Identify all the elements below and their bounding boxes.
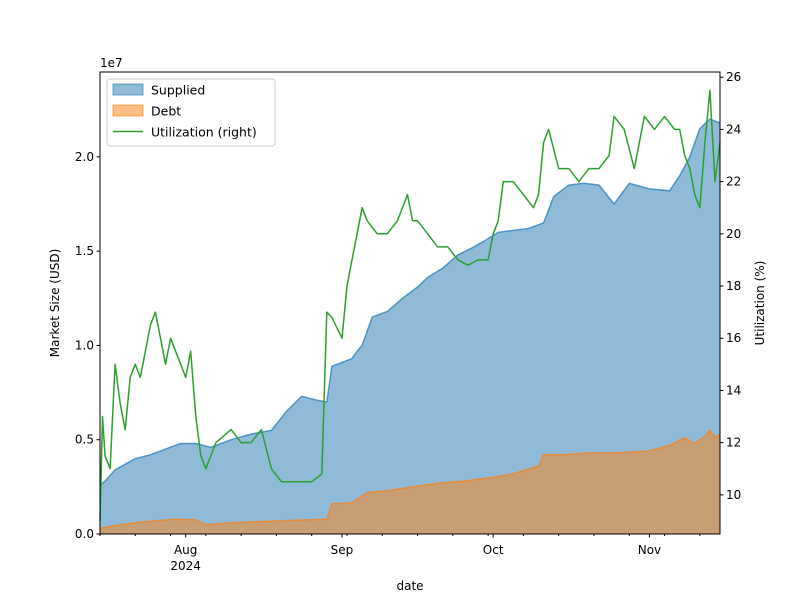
- area-supplied: [100, 119, 720, 534]
- y-tick-label: 1.0: [75, 338, 94, 352]
- legend-label-utilization: Utilization (right): [151, 125, 257, 140]
- area-debt: [100, 430, 720, 534]
- legend-swatch-debt: [112, 104, 144, 117]
- y-tick-label: 0.0: [75, 527, 94, 541]
- area-edge-debt: [99, 429, 721, 530]
- area-edge-supplied: [99, 118, 721, 486]
- x-tick-label: Aug: [174, 543, 197, 557]
- y-tick-label: 1.5: [75, 244, 94, 258]
- y2-tick-label: 24: [726, 122, 741, 136]
- legend-frame: [106, 78, 276, 147]
- y-tick-label: 2.0: [75, 150, 94, 164]
- y2-tick-label: 20: [726, 227, 741, 241]
- y-tick-label: 0.5: [75, 433, 94, 447]
- y2-tick-label: 10: [726, 488, 741, 502]
- x-tick-label: Oct: [483, 543, 504, 557]
- y2-tick-label: 26: [726, 70, 741, 84]
- legend-label-debt: Debt: [151, 104, 181, 119]
- y2-tick-label: 14: [726, 383, 741, 397]
- y-axis-offset-text: 1e7: [100, 56, 123, 70]
- utilization-line: [99, 89, 721, 521]
- legend-label-supplied: Supplied: [151, 83, 205, 98]
- y2-axis-label: Utilization (%): [753, 261, 767, 346]
- y2-tick-label: 18: [726, 279, 741, 293]
- x-tick-year-label: 2024: [170, 559, 201, 573]
- x-tick-label: Nov: [638, 543, 661, 557]
- x-axis-label: date: [396, 579, 423, 593]
- plot-frame: [99, 71, 721, 535]
- x-tick-label: Sep: [331, 543, 354, 557]
- legend: Supplied Debt Utilization (right): [106, 78, 276, 147]
- legend-swatch-supplied: [112, 83, 144, 96]
- y2-tick-label: 12: [726, 436, 741, 450]
- y-axis-label: Market Size (USD): [48, 249, 62, 358]
- y2-tick-label: 22: [726, 175, 741, 189]
- y2-tick-label: 16: [726, 331, 741, 345]
